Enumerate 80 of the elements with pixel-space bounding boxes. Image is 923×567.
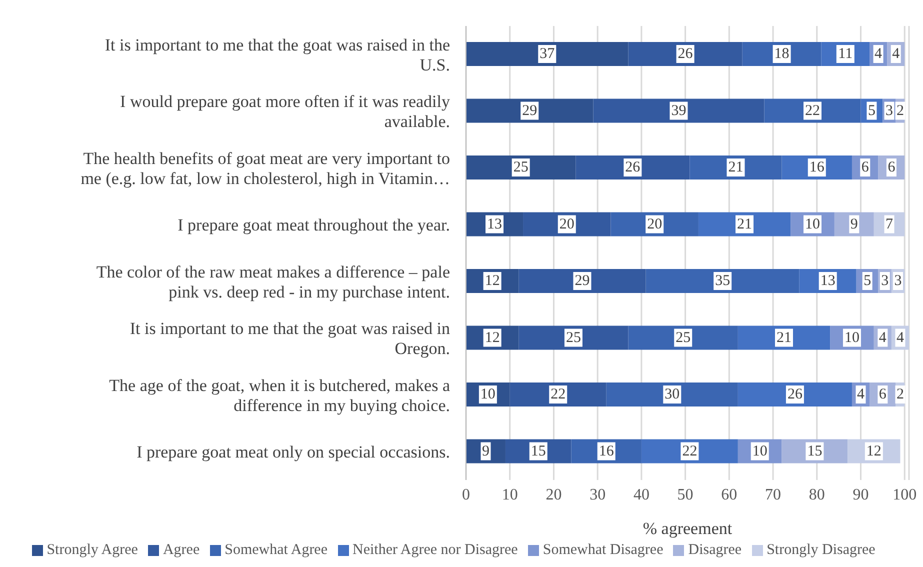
legend-label: Strongly Agree — [46, 542, 138, 558]
data-label: 2 — [896, 386, 904, 402]
data-label: 9 — [482, 443, 490, 460]
x-tick-label: 70 — [765, 486, 782, 504]
data-label: 18 — [774, 46, 790, 62]
data-label: 13 — [487, 216, 502, 232]
data-label: 6 — [888, 160, 896, 176]
data-label: 35 — [715, 273, 730, 289]
data-label: 10 — [480, 386, 496, 402]
data-label: 20 — [647, 216, 662, 232]
data-label: 20 — [559, 216, 574, 232]
legend-label: Somewhat Agree — [224, 542, 328, 558]
data-label: 2 — [896, 102, 904, 119]
data-label: 9 — [850, 216, 858, 232]
data-label: 13 — [820, 273, 836, 289]
data-label: 25 — [566, 330, 581, 346]
data-label: 26 — [625, 160, 641, 176]
data-label: 16 — [598, 443, 614, 460]
data-label: 6 — [878, 386, 887, 402]
data-label: 29 — [574, 273, 590, 289]
data-label: 12 — [866, 443, 882, 460]
y-tick-label: It is important to me that the goat was raised in the U.S. — [104, 34, 450, 74]
x-tick-label: 90 — [852, 486, 869, 504]
data-label: 10 — [844, 330, 860, 346]
data-label: 4 — [892, 46, 900, 62]
x-tick-label: 60 — [721, 486, 738, 504]
x-tick-label: 80 — [808, 486, 825, 504]
data-label: 15 — [807, 443, 822, 460]
data-label: 22 — [682, 443, 698, 460]
data-label: 12 — [484, 330, 500, 346]
data-label: 26 — [678, 46, 694, 62]
data-label: 39 — [671, 102, 686, 119]
data-label: 3 — [894, 273, 902, 289]
data-label: 4 — [857, 386, 866, 402]
data-label: 12 — [484, 273, 500, 289]
y-tick-label: I prepare goat meat only on special occasions. — [136, 442, 450, 462]
y-tick-label: I prepare goat meat throughout the year. — [178, 215, 450, 234]
data-label: 15 — [530, 443, 546, 460]
x-tick-label: 0 — [462, 486, 470, 504]
data-label: 21 — [776, 330, 792, 346]
data-label: 7 — [886, 216, 894, 232]
data-label: 22 — [550, 386, 566, 402]
data-label: 4 — [874, 46, 883, 62]
data-label: 21 — [737, 216, 752, 232]
data-label: 4 — [896, 330, 904, 346]
data-label: 37 — [540, 46, 556, 62]
x-axis-title: % agreement — [642, 519, 732, 538]
y-tick-label: The health benefits of goat meat are very important to me (e.g. low fat, low in cholesterol, high in Vitamin… — [80, 148, 450, 188]
data-label: 3 — [881, 273, 889, 289]
legend-label: Strongly Disagree — [766, 542, 876, 558]
data-label: 21 — [728, 160, 744, 176]
data-label: 16 — [809, 160, 825, 176]
x-tick-label: 30 — [590, 486, 606, 504]
data-label: 29 — [522, 102, 538, 119]
data-label: 22 — [805, 102, 820, 119]
legend-label: Agree — [162, 542, 200, 558]
x-tick-label: 40 — [633, 486, 650, 504]
x-tick-label: 10 — [502, 486, 518, 504]
x-tick-label: 50 — [677, 486, 694, 504]
data-label: 25 — [513, 160, 528, 176]
y-tick-label: The age of the goat, when it is butchered, makes a difference in my buying choice. — [109, 375, 450, 414]
data-label: 5 — [868, 102, 876, 119]
y-tick-label: The color of the raw meat makes a difference – pale pink vs. deep red - in my purchase intent. — [96, 262, 450, 301]
legend-label: Somewhat Disagree — [542, 542, 664, 558]
y-tick-label: I would prepare goat more often if it was readily available. — [120, 92, 450, 131]
data-label: 10 — [805, 216, 820, 232]
legend-label: Disagree — [688, 542, 742, 558]
x-tick-label: 20 — [546, 486, 562, 504]
data-label: 3 — [886, 102, 894, 119]
data-label: 30 — [664, 386, 680, 402]
data-label: 25 — [676, 330, 691, 346]
x-tick-label: 100 — [892, 486, 917, 504]
data-label: 10 — [752, 443, 768, 460]
data-label: 6 — [861, 160, 870, 176]
data-label: 5 — [864, 273, 872, 289]
data-label: 11 — [838, 46, 853, 62]
data-label: 26 — [787, 386, 803, 402]
data-label: 4 — [878, 330, 887, 346]
legend-label: Neither Agree nor Disagree — [352, 542, 518, 558]
y-tick-label: It is important to me that the goat was raised in Oregon. — [130, 318, 450, 358]
